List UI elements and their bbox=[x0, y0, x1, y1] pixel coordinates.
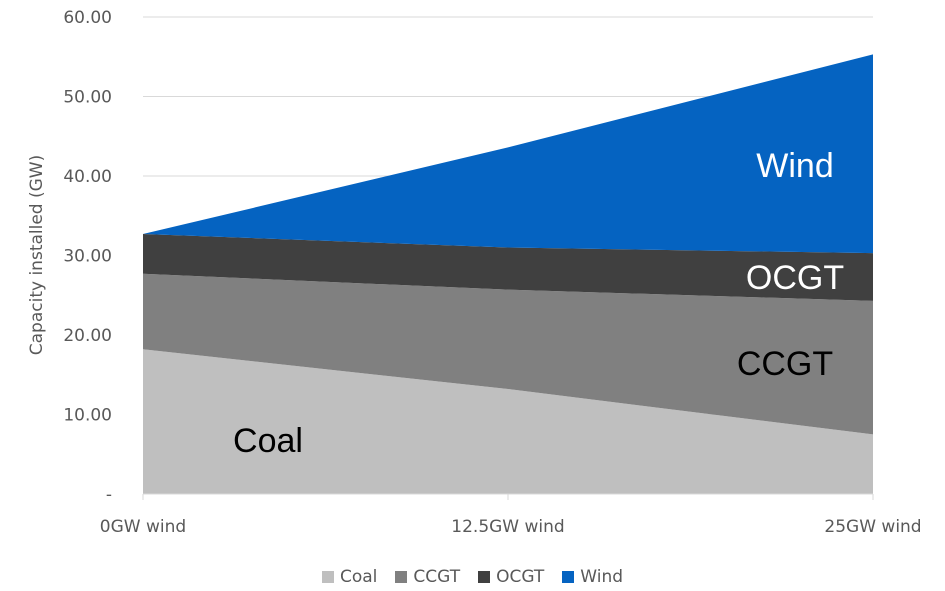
legend-label: CCGT bbox=[413, 567, 461, 587]
annotation-coal: Coal bbox=[233, 422, 303, 460]
legend-item-coal: Coal bbox=[321, 567, 378, 587]
stacked-areas bbox=[143, 54, 873, 494]
area-coal bbox=[143, 349, 873, 494]
legend-item-wind: Wind bbox=[562, 567, 623, 587]
area-annotations: Coal CCGT OCGT Wind bbox=[233, 147, 844, 460]
x-axis-ticks: 0GW wind 12.5GW wind 25GW wind bbox=[100, 494, 922, 537]
legend-swatch bbox=[321, 571, 334, 583]
x-tick-label: 12.5GW wind bbox=[451, 517, 564, 537]
annotation-ocgt: OCGT bbox=[746, 259, 844, 297]
area-ocgt bbox=[143, 234, 873, 301]
y-axis-ticks: - 10.00 20.00 30.00 40.00 50.00 60.00 bbox=[63, 8, 112, 505]
legend-item-ccgt: CCGT bbox=[395, 567, 460, 587]
area-wind bbox=[143, 54, 873, 254]
annotation-wind: Wind bbox=[756, 147, 833, 185]
legend-label: OCGT bbox=[496, 567, 545, 587]
y-axis-label: Capacity installed (GW) bbox=[27, 155, 47, 355]
legend-label: Wind bbox=[580, 567, 624, 587]
legend-swatch bbox=[395, 571, 408, 583]
legend-swatch bbox=[562, 571, 575, 583]
legend-swatch bbox=[478, 571, 491, 583]
annotation-ccgt: CCGT bbox=[737, 345, 833, 383]
legend-label: Coal bbox=[339, 567, 378, 587]
legend: Coal CCGT OCGT Wind bbox=[0, 567, 945, 587]
y-tick-label: 60.00 bbox=[63, 8, 112, 28]
y-tick-label: - bbox=[106, 485, 112, 505]
x-tick-label: 25GW wind bbox=[824, 517, 921, 537]
y-tick-label: 10.00 bbox=[63, 406, 112, 426]
y-tick-label: 20.00 bbox=[63, 326, 112, 346]
y-tick-label: 50.00 bbox=[63, 88, 112, 108]
area-ccgt bbox=[143, 273, 873, 435]
y-tick-label: 40.00 bbox=[63, 167, 112, 187]
y-tick-label: 30.00 bbox=[63, 247, 112, 267]
legend-item-ocgt: OCGT bbox=[478, 567, 544, 587]
x-tick-label: 0GW wind bbox=[100, 517, 186, 537]
